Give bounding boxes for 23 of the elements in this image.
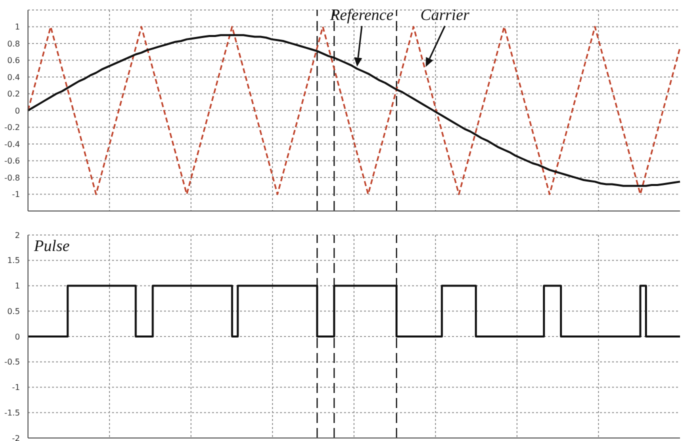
y-tick-label: -0.8 xyxy=(4,173,20,182)
y-tick-label: 1.5 xyxy=(7,256,20,266)
y-tick-label: 0.6 xyxy=(7,56,20,66)
y-tick-label: 2 xyxy=(14,230,20,240)
y-tick-label: 0.2 xyxy=(7,90,20,99)
y-tick-label: -0.4 xyxy=(4,140,20,149)
y-tick-label: -2 xyxy=(12,434,20,441)
y-tick-label: 0 xyxy=(14,332,20,342)
y-tick-label: -1 xyxy=(12,190,20,200)
y-tick-label: 1 xyxy=(14,282,20,291)
series-label: Carrier xyxy=(420,7,470,24)
series-label: Pulse xyxy=(33,238,70,255)
y-tick-label: 0 xyxy=(14,106,20,116)
y-tick-label: 1 xyxy=(14,22,20,32)
y-tick-label: 0.8 xyxy=(7,39,20,48)
series-label: Reference xyxy=(329,7,394,24)
y-tick-label: -0.2 xyxy=(4,123,20,132)
y-tick-label: -0.6 xyxy=(4,156,20,166)
y-tick-label: -1.5 xyxy=(4,408,20,418)
y-tick-label: -1 xyxy=(12,383,20,392)
y-tick-label: 0.5 xyxy=(7,306,20,316)
y-tick-label: -0.5 xyxy=(4,358,20,367)
y-tick-label: 0.4 xyxy=(7,72,20,82)
